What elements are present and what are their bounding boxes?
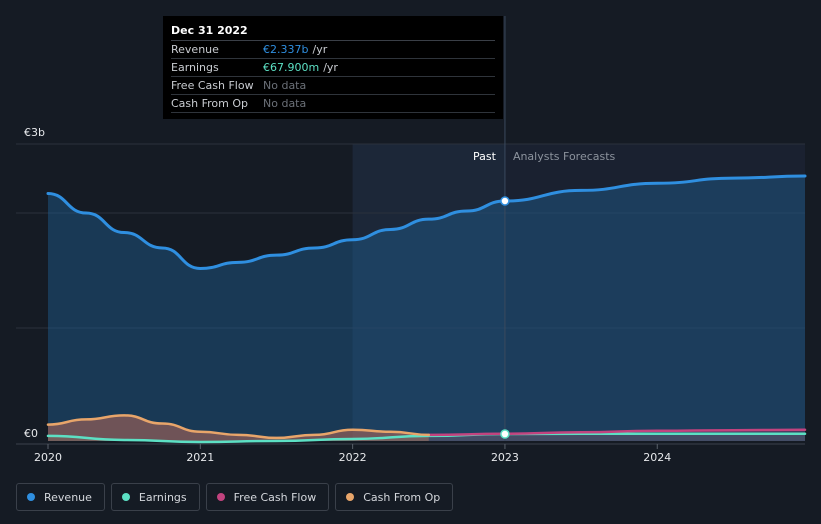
forecast-label: Analysts Forecasts [513,150,616,163]
tooltip-row-cash-from-op: Cash From Op No data [171,95,495,113]
legend-item-revenue[interactable]: Revenue [16,483,105,511]
legend-dot-icon [216,493,225,501]
series-area [48,176,805,442]
legend-item-free-cash-flow[interactable]: Free Cash Flow [205,483,330,511]
tooltip-row-earnings: Earnings €67.900m /yr [171,59,495,77]
tooltip-label: Free Cash Flow [171,79,254,92]
x-axis: 2020 2021 2022 2023 2024 [34,444,671,464]
tooltip-value: €2.337b [263,43,309,56]
highlight-band [352,144,505,441]
legend-label: Cash From Op [363,490,441,504]
x-tick-label: 2023 [491,451,519,464]
x-tick-label: 2024 [643,451,671,464]
legend-dot-icon [346,493,355,501]
series-area [48,415,429,441]
tooltip: Dec 31 2022 Revenue €2.337b /yr Earnings… [163,16,503,119]
x-tick-label: 2021 [186,451,214,464]
tooltip-date: Dec 31 2022 [171,22,495,41]
y-tick-label: €3b [24,126,45,139]
legend-label: Earnings [138,490,187,504]
data-point-marker [500,196,510,206]
tooltip-markers [500,196,510,439]
series-line [46,174,807,270]
tooltip-label: Cash From Op [171,97,249,110]
tooltip-unit: /yr [312,43,328,56]
tooltip-label: Revenue [171,43,219,56]
chart-area: €3b €0 Past Analysts Forecasts 2020 2021 2… [16,16,807,464]
series-area [428,429,805,441]
y-tick-label: €0 [24,427,38,440]
legend: Revenue Earnings Free Cash Flow Cash Fro… [16,483,454,511]
legend-dot-icon [27,493,35,501]
legend-label: Free Cash Flow [233,490,317,504]
series-line [46,414,431,440]
tooltip-label: Earnings [171,61,219,74]
legend-dot-icon [121,493,130,501]
legend-label: Revenue [44,490,92,504]
tooltip-value: No data [263,79,307,92]
tooltip-value: €67.900m [263,61,320,74]
past-label: Past [473,150,497,163]
data-point-marker [500,429,510,439]
legend-item-cash-from-op[interactable]: Cash From Op [335,483,454,511]
series-lines [46,174,807,444]
tooltip-value: No data [263,97,307,110]
tooltip-row-free-cash-flow: Free Cash Flow No data [171,77,495,95]
x-tick-label: 2020 [34,451,62,464]
x-tick-label: 2022 [339,451,367,464]
tooltip-row-revenue: Revenue €2.337b /yr [171,41,495,59]
tooltip-unit: /yr [323,61,338,74]
series-line [427,428,807,437]
series-areas [48,176,805,443]
legend-item-earnings[interactable]: Earnings [110,483,200,511]
gridlines [16,143,805,445]
